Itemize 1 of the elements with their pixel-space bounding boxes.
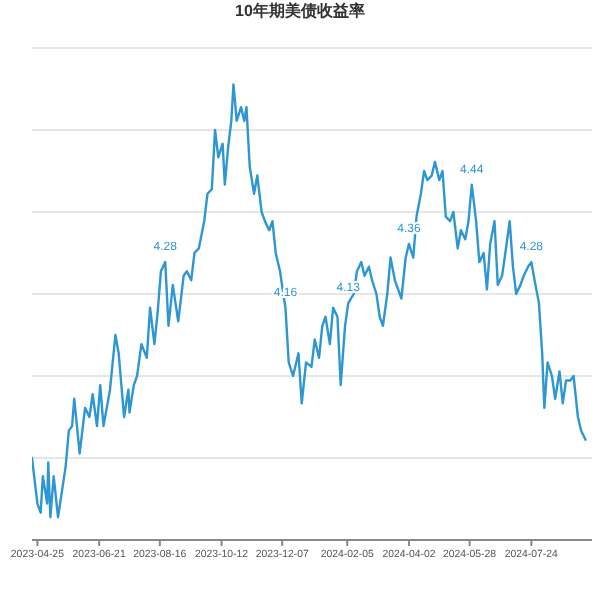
chart-title: 10年期美债收益率 [233,0,367,22]
